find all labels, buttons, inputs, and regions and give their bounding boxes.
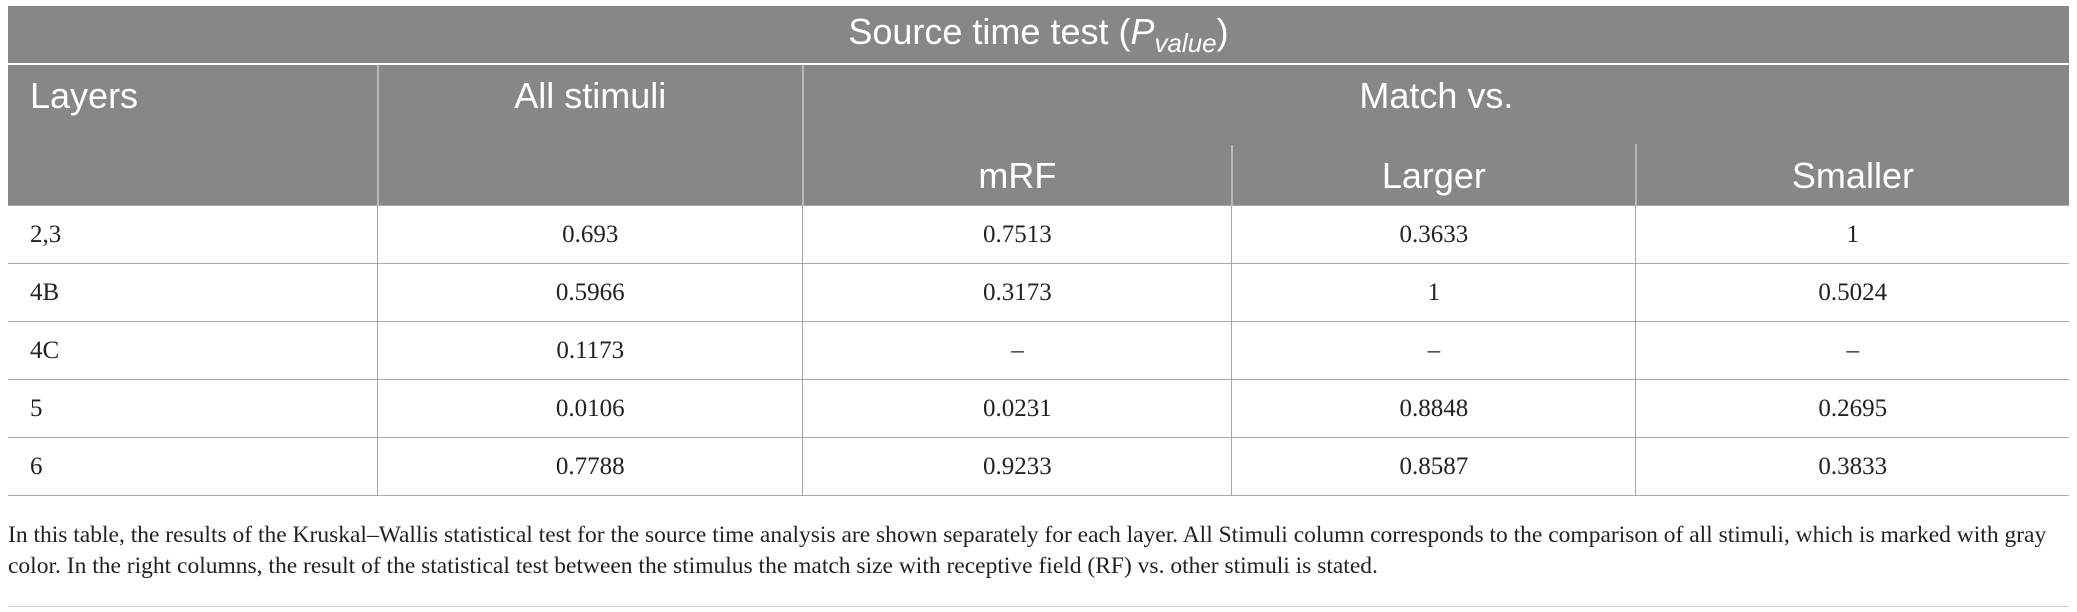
cell-layer: 4C	[8, 321, 378, 380]
header-smaller: Smaller	[1634, 144, 2069, 206]
cell-mrf: –	[802, 321, 1232, 380]
cell-layer: 5	[8, 379, 378, 438]
cell-mrf: 0.3173	[802, 263, 1232, 322]
cell-smaller: 0.3833	[1635, 437, 2069, 496]
header-mrf: mRF	[801, 143, 1232, 206]
cell-all-stimuli: 0.7788	[377, 437, 803, 496]
cell-mrf: 0.9233	[802, 437, 1232, 496]
header-match-vs: Match vs.	[801, 64, 2069, 144]
cell-layer: 2,3	[8, 205, 378, 264]
cell-smaller: 1	[1635, 205, 2069, 264]
cell-layer: 6	[8, 437, 378, 496]
cell-larger: 0.8587	[1231, 437, 1636, 496]
cell-larger: 0.8848	[1231, 379, 1636, 438]
table-title-text: Source time test (	[848, 10, 1131, 52]
cell-all-stimuli: 0.0106	[377, 379, 803, 438]
cell-larger: 0.3633	[1231, 205, 1636, 264]
cell-smaller: 0.5024	[1635, 263, 2069, 322]
cell-mrf: 0.7513	[802, 205, 1232, 264]
cell-larger: 1	[1231, 263, 1636, 322]
cell-all-stimuli: 0.693	[377, 205, 803, 264]
header-layers: Layers	[8, 64, 378, 206]
cell-all-stimuli: 0.5966	[377, 263, 803, 322]
table-row: 2,3 0.693 0.7513 0.3633 1	[8, 205, 2069, 264]
table-row: 5 0.0106 0.0231 0.8848 0.2695	[8, 379, 2069, 438]
table-title: Source time test (Pvalue)	[8, 6, 2069, 65]
cell-smaller: 0.2695	[1635, 379, 2069, 438]
table-title-close: )	[1216, 10, 1229, 52]
header-larger: Larger	[1230, 144, 1636, 206]
results-table: Source time test (Pvalue) Layers All sti…	[8, 6, 2069, 496]
table-row: 4C 0.1173 – – –	[8, 321, 2069, 380]
bottom-divider	[8, 606, 2069, 607]
table-title-symbol: P	[1130, 10, 1155, 52]
results-table-container: Source time test (Pvalue) Layers All sti…	[8, 6, 2069, 496]
cell-all-stimuli: 0.1173	[377, 321, 803, 380]
cell-larger: –	[1231, 321, 1636, 380]
table-row: 6 0.7788 0.9233 0.8587 0.3833	[8, 437, 2069, 496]
table-title-subscript: value	[1154, 27, 1217, 58]
cell-smaller: –	[1635, 321, 2069, 380]
cell-mrf: 0.0231	[802, 379, 1232, 438]
header-all-stimuli: All stimuli	[376, 64, 803, 206]
cell-layer: 4B	[8, 263, 378, 322]
table-row: 4B 0.5966 0.3173 1 0.5024	[8, 263, 2069, 322]
table-caption: In this table, the results of the Kruska…	[8, 522, 2047, 579]
